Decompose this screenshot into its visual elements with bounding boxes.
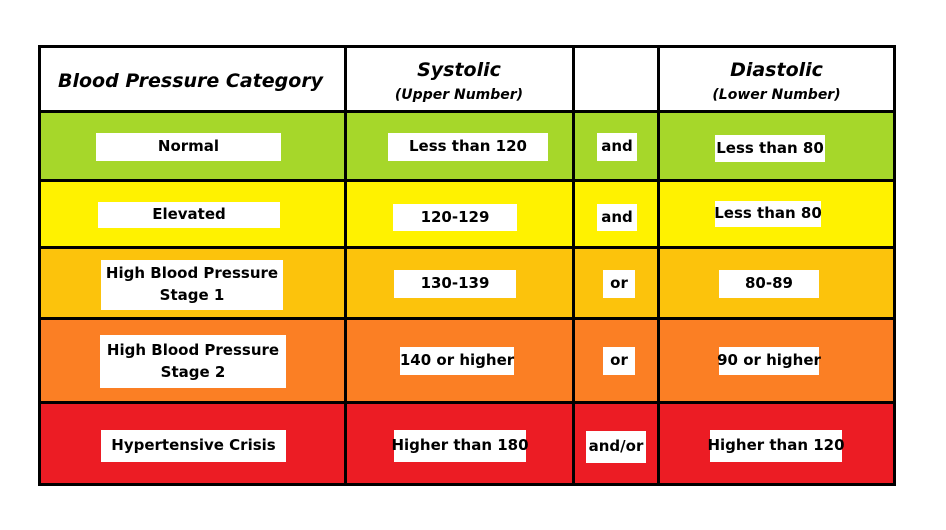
connector-label: and (597, 204, 637, 231)
category-line: Normal (157, 137, 220, 156)
row-divider (38, 109, 896, 113)
category-label: Normal (96, 133, 281, 161)
category-line: Elevated (152, 205, 226, 224)
connector-label: and (597, 133, 637, 161)
category-line: High Blood Pressure (106, 340, 280, 359)
systolic-value: 140 or higher (400, 347, 514, 375)
connector-label: and/or (586, 431, 646, 463)
header-category: Blood Pressure Category (58, 70, 324, 92)
column-divider (343, 45, 347, 486)
diastolic-value: Less than 80 (715, 135, 825, 162)
diastolic-value: 80-89 (719, 270, 819, 298)
category-label: High Blood Pressure Stage 2 (100, 335, 286, 388)
row-divider (38, 316, 896, 320)
column-divider (656, 45, 660, 486)
row-divider (38, 400, 896, 404)
category-line: Hypertensive Crisis (111, 436, 276, 455)
systolic-value: Less than 120 (388, 133, 548, 161)
category-label: High Blood Pressure Stage 1 (101, 260, 283, 310)
header-systolic: Systolic (417, 59, 501, 81)
header-systolic-sub: (Upper Number) (394, 87, 524, 103)
diastolic-value: 90 or higher (717, 347, 821, 375)
blood-pressure-table: Blood Pressure Category Systolic (Upper … (38, 45, 896, 486)
category-label: Hypertensive Crisis (101, 430, 286, 462)
category-line: Stage 1 (159, 286, 225, 304)
systolic-value: Higher than 180 (391, 430, 529, 462)
header-diastolic: Diastolic (730, 59, 823, 81)
row-divider (38, 245, 896, 249)
diastolic-value: Higher than 120 (707, 430, 845, 462)
connector-label: or (603, 347, 635, 375)
category-line: High Blood Pressure (105, 264, 279, 283)
row-divider (38, 178, 896, 182)
systolic-value: 120-129 (393, 204, 517, 231)
table-border (38, 45, 896, 486)
column-divider (571, 45, 575, 486)
header-diastolic-sub: (Lower Number) (712, 87, 841, 103)
category-line: Stage 2 (160, 362, 226, 381)
connector-label: or (603, 270, 635, 298)
systolic-value: 130-139 (394, 270, 516, 298)
category-label: Elevated (98, 202, 280, 228)
diastolic-value: Less than 80 (714, 201, 822, 227)
